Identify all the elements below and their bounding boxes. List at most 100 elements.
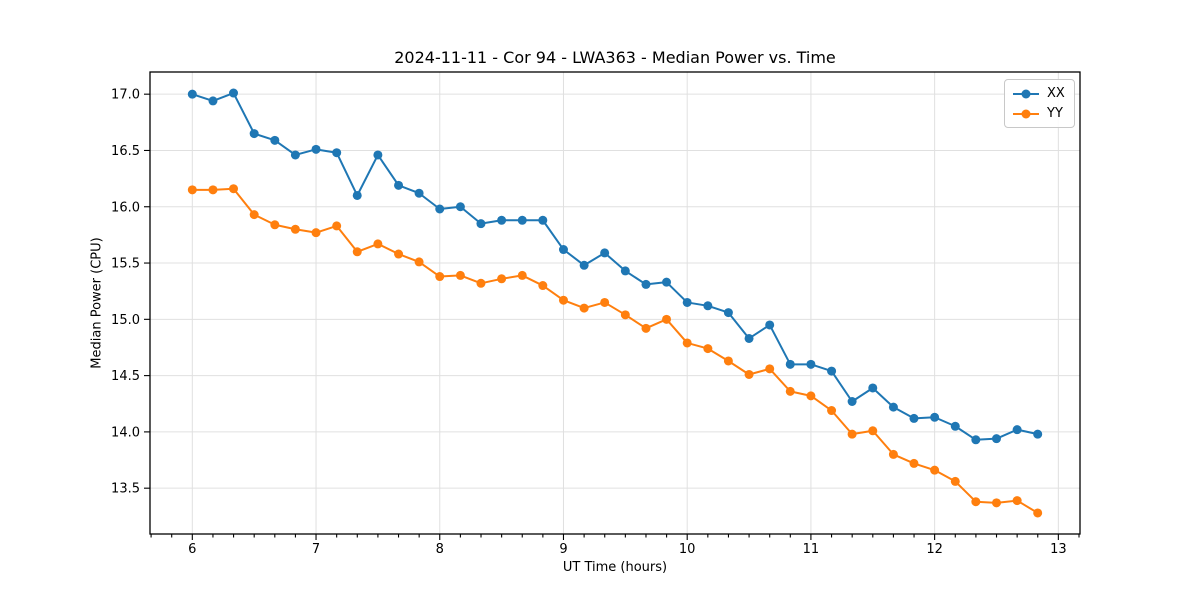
data-point-XX [455, 202, 465, 212]
series-YY [187, 184, 1043, 518]
data-point-YY [394, 249, 404, 259]
data-point-YY [950, 476, 960, 486]
data-point-YY [187, 185, 197, 195]
data-point-XX [517, 215, 527, 225]
data-point-XX [723, 308, 733, 318]
data-point-XX [558, 245, 568, 255]
data-point-YY [930, 465, 940, 475]
svg-text:16.5: 16.5 [111, 144, 140, 159]
data-point-XX [868, 383, 878, 393]
svg-text:13.5: 13.5 [111, 482, 140, 497]
axis-ticks [144, 93, 1080, 540]
data-point-YY [909, 458, 919, 468]
svg-text:12: 12 [926, 542, 943, 557]
data-point-XX [620, 266, 630, 276]
data-point-XX [991, 434, 1001, 444]
data-point-YY [868, 426, 878, 436]
data-point-XX [332, 148, 342, 158]
series-XX [187, 88, 1043, 445]
data-point-YY [620, 310, 630, 320]
y-tick-labels: 13.5 14.0 14.5 15.0 15.5 16.0 16.5 17.0 [111, 88, 140, 497]
data-point-YY [682, 338, 692, 348]
data-point-XX [311, 144, 321, 154]
data-point-XX [208, 96, 218, 106]
data-point-YY [579, 303, 589, 313]
svg-text:17.0: 17.0 [111, 88, 140, 103]
data-point-XX [888, 402, 898, 412]
data-point-XX [270, 135, 280, 145]
data-point-YY [270, 220, 280, 230]
data-point-YY [455, 270, 465, 280]
svg-text:13: 13 [1050, 542, 1067, 557]
data-point-YY [723, 356, 733, 366]
data-point-XX [909, 413, 919, 423]
data-point-XX [827, 366, 837, 376]
data-point-YY [991, 498, 1001, 508]
x-tick-labels: 6 7 8 9 10 11 12 13 [188, 542, 1066, 557]
data-point-XX [600, 248, 610, 258]
svg-text:11: 11 [803, 542, 820, 557]
data-point-XX [950, 421, 960, 431]
data-point-YY [703, 344, 713, 354]
data-point-YY [785, 386, 795, 396]
data-point-YY [662, 314, 672, 324]
data-point-XX [971, 435, 981, 445]
data-point-YY [538, 281, 548, 291]
plot-spines [149, 71, 1081, 535]
data-point-XX [641, 279, 651, 289]
svg-text:7: 7 [312, 542, 320, 557]
data-point-XX [187, 89, 197, 99]
data-point-YY [290, 224, 300, 234]
grid-lines [150, 72, 1080, 534]
svg-text:10: 10 [679, 542, 696, 557]
data-point-YY [517, 270, 527, 280]
data-point-YY [476, 278, 486, 288]
data-point-XX [352, 190, 362, 200]
data-point-YY [435, 272, 445, 282]
data-point-XX [290, 150, 300, 160]
data-point-XX [414, 188, 424, 198]
data-point-YY [558, 295, 568, 305]
data-point-XX [847, 397, 857, 406]
data-point-XX [476, 219, 486, 229]
legend: XX YY [1004, 79, 1075, 128]
data-point-YY [497, 274, 507, 284]
data-point-XX [765, 320, 775, 330]
data-point-YY [352, 247, 362, 257]
data-point-XX [806, 359, 816, 369]
data-point-XX [579, 260, 589, 270]
x-axis-label: UT Time (hours) [562, 560, 668, 575]
data-point-XX [682, 297, 692, 307]
chart-title: 2024-11-11 - Cor 94 - LWA363 - Median Po… [394, 48, 836, 67]
data-point-YY [311, 228, 321, 238]
data-point-XX [373, 150, 383, 160]
legend-item-xx: XX [1012, 84, 1065, 103]
data-point-YY [332, 221, 342, 231]
svg-text:14.0: 14.0 [111, 425, 140, 440]
data-point-YY [229, 184, 239, 194]
legend-label-yy: YY [1047, 106, 1063, 121]
data-point-XX [394, 180, 404, 190]
data-point-YY [971, 497, 981, 507]
data-point-XX [703, 301, 713, 311]
data-point-XX [538, 215, 548, 225]
legend-line-marker-icon [1012, 88, 1040, 100]
data-point-XX [662, 277, 672, 287]
legend-line-marker-icon [1012, 108, 1040, 120]
data-point-YY [888, 449, 898, 459]
data-point-YY [827, 406, 837, 416]
svg-text:8: 8 [436, 542, 444, 557]
data-point-XX [435, 204, 445, 214]
svg-text:15.5: 15.5 [111, 257, 140, 272]
data-point-YY [847, 429, 857, 439]
data-point-YY [1012, 496, 1022, 506]
svg-text:6: 6 [188, 542, 196, 557]
data-point-XX [744, 333, 754, 343]
data-point-XX [930, 412, 940, 422]
data-point-YY [806, 391, 816, 401]
data-point-YY [600, 297, 610, 307]
data-point-YY [744, 369, 754, 379]
data-point-XX [1012, 425, 1022, 435]
